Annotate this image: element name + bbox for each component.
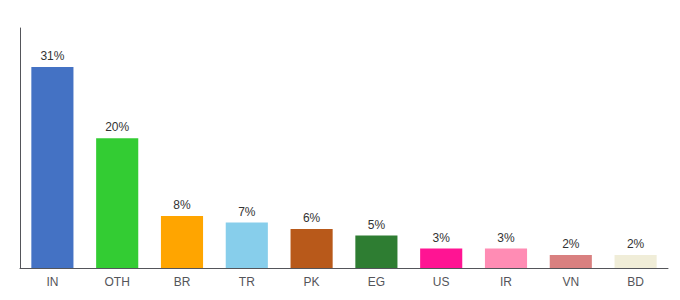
svg-text:20%: 20%	[105, 120, 129, 134]
svg-text:5%: 5%	[368, 218, 386, 232]
svg-text:EG: EG	[368, 275, 385, 289]
svg-text:BR: BR	[174, 275, 191, 289]
svg-text:2%: 2%	[627, 237, 645, 251]
svg-text:US: US	[433, 275, 450, 289]
svg-text:7%: 7%	[238, 205, 256, 219]
svg-text:6%: 6%	[303, 211, 321, 225]
svg-text:3%: 3%	[497, 231, 515, 245]
svg-text:8%: 8%	[173, 198, 191, 212]
svg-text:IN: IN	[46, 275, 58, 289]
svg-text:2%: 2%	[562, 237, 580, 251]
svg-text:PK: PK	[304, 275, 320, 289]
svg-text:OTH: OTH	[105, 275, 130, 289]
svg-text:VN: VN	[562, 275, 579, 289]
svg-text:TR: TR	[239, 275, 255, 289]
svg-text:31%: 31%	[40, 49, 64, 63]
svg-text:3%: 3%	[433, 231, 451, 245]
svg-text:IR: IR	[500, 275, 512, 289]
svg-text:BD: BD	[627, 275, 644, 289]
